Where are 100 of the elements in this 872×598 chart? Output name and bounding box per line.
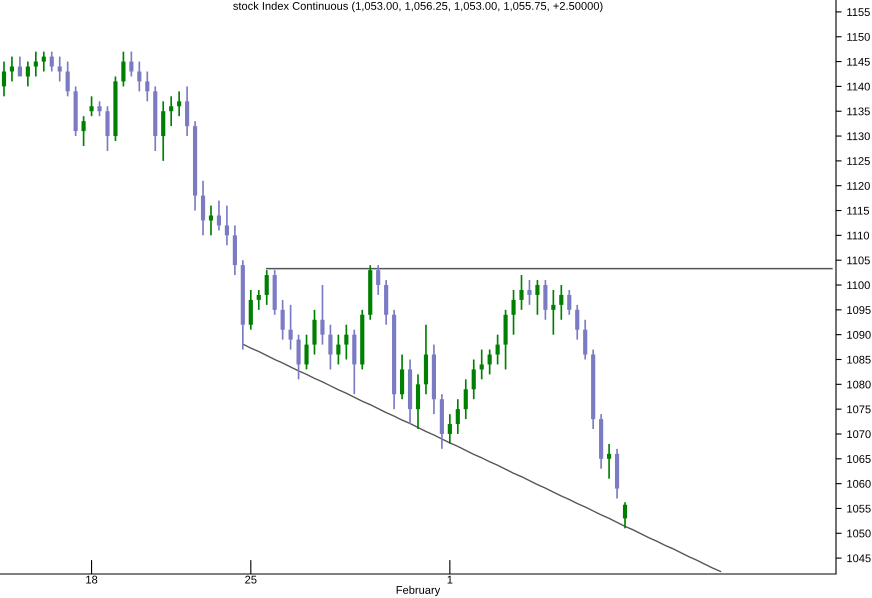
candlestick: [448, 413, 452, 445]
candlestick: [496, 334, 500, 366]
candlestick: [304, 334, 309, 370]
candlestick: [408, 358, 412, 425]
candlestick: [464, 378, 468, 420]
y-tick-label: 1060: [847, 480, 871, 488]
candlestick: [551, 289, 556, 336]
candlestick: [2, 60, 6, 98]
candlestick: [432, 344, 436, 415]
candlestick: [248, 289, 253, 331]
y-tick-label: 1110: [847, 232, 870, 240]
candlestick: [26, 60, 30, 88]
candlestick: [240, 259, 245, 350]
candlestick: [224, 204, 229, 246]
candlestick: [622, 501, 628, 530]
candlestick: [113, 76, 118, 142]
candlestick: [416, 374, 420, 430]
y-tick-label: 1095: [847, 306, 871, 314]
candlestick: [368, 264, 372, 321]
candlestick: [208, 204, 214, 236]
candlestick: [392, 309, 396, 410]
candlestick: [169, 95, 174, 127]
candlestick: [328, 324, 333, 370]
candlestick: [567, 289, 572, 316]
candlestick: [535, 279, 540, 316]
candlestick: [264, 269, 269, 306]
x-tick-label: 1: [448, 576, 452, 584]
candlestick: [472, 358, 476, 400]
y-tick-label: 1055: [847, 504, 871, 513]
x-tick-label: 18: [86, 576, 98, 584]
candlestick: [18, 56, 22, 78]
candlestick: [272, 269, 277, 316]
y-tick-label: 1120: [847, 182, 870, 190]
candlestick: [137, 60, 142, 92]
candlestick: [607, 443, 612, 480]
candlestick: [575, 304, 580, 340]
y-tick-label: 1045: [847, 554, 871, 562]
candlestick: [200, 180, 206, 236]
candlestick: [352, 328, 356, 396]
candlestick: [185, 86, 190, 137]
y-tick-label: 1130: [847, 132, 870, 140]
candlestick: [503, 309, 508, 370]
candlestick: [232, 224, 237, 276]
y-tick-label: 1140: [847, 82, 870, 91]
y-tick-label: 1125: [847, 157, 870, 166]
candlestick: [66, 60, 70, 98]
candlestick: [256, 289, 261, 311]
candlestick: [42, 50, 46, 72]
candlestick: [527, 279, 532, 306]
y-tick-label: 1105: [847, 256, 870, 264]
candlestick: [614, 448, 620, 500]
candlestick: [511, 289, 516, 336]
candlestick: [344, 324, 348, 360]
candlestick: [591, 348, 596, 430]
y-tick-label: 1145: [847, 58, 870, 66]
candlestick: [583, 318, 588, 360]
line-series: [242, 343, 722, 572]
candlestick: [376, 264, 380, 296]
y-tick-label: 1090: [847, 330, 871, 339]
candlestick: [105, 105, 110, 152]
candlestick: [543, 279, 548, 321]
y-tick-label: 1050: [847, 530, 871, 538]
candlestick: [153, 86, 158, 152]
y-tick-label: 1085: [847, 356, 871, 364]
y-tick-label: 1135: [847, 107, 870, 116]
candlestick: [192, 120, 198, 212]
candlestick: [312, 309, 317, 356]
candlestick: [320, 284, 325, 346]
candlestick: [360, 309, 364, 370]
candlestick: [82, 115, 86, 147]
y-tick-label: 1100: [847, 281, 870, 290]
candlestick: [488, 348, 492, 376]
candlestick: [216, 200, 222, 232]
candlestick: [74, 86, 78, 137]
candlestick: [58, 56, 62, 82]
candlestick: [424, 324, 428, 396]
candlestick: [599, 413, 604, 470]
candlestick: [177, 90, 182, 118]
candlestick: [456, 398, 460, 435]
candlestick: [50, 50, 54, 72]
candlestick: [296, 334, 301, 380]
y-tick-label: 1065: [847, 455, 871, 463]
x-axis-title: February: [396, 586, 440, 596]
candlestick: [145, 70, 150, 102]
candlestick: [34, 50, 38, 78]
candlestick: [559, 284, 564, 321]
candlestick: [336, 334, 340, 366]
x-tick-label: 25: [245, 576, 257, 584]
chart-title: stock Index Continuous (1,053.00, 1,056.25, 1,053.00, 1,055.75, +2.50000): [233, 2, 602, 12]
candlestick: [10, 56, 14, 82]
y-tick-label: 1150: [847, 33, 870, 41]
y-tick-label: 1070: [847, 430, 871, 438]
candlestick: [440, 393, 444, 450]
candlestick: [384, 279, 388, 326]
y-tick-label: 1155: [847, 8, 870, 16]
candlestick: [121, 50, 126, 88]
y-tick-label: 1080: [847, 380, 871, 388]
y-tick-label: 1115: [847, 206, 870, 215]
y-tick-label: 1075: [847, 405, 871, 414]
candlestick: [161, 100, 166, 162]
